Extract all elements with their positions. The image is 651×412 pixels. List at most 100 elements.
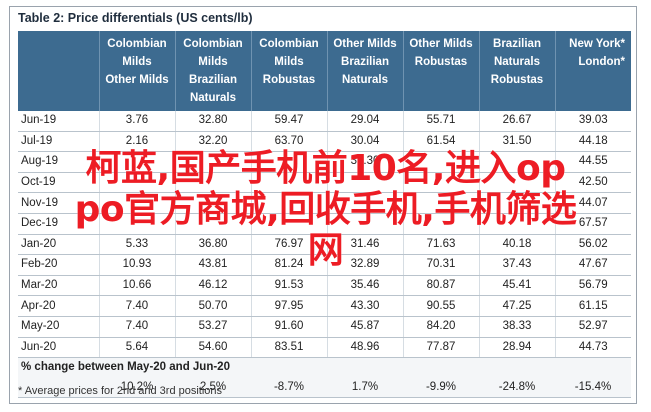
table-cell: 31.46 (326, 234, 403, 256)
table-cell: 38.30 (326, 151, 403, 173)
table-cell: 26.67 (478, 111, 555, 132)
table-cell: 44.18 (554, 131, 631, 153)
table-row: Aug-19 38.30 44.55 (18, 151, 631, 173)
table-cell: 43.81 (174, 254, 251, 276)
table-row: Mar-20 10.66 46.12 91.53 35.46 80.87 45.… (18, 275, 631, 297)
table-cell: 38.33 (478, 316, 555, 338)
table-cell (326, 172, 403, 194)
table-cell (478, 192, 555, 214)
table-cell (174, 151, 251, 173)
table-cell (250, 192, 327, 214)
table-cell: 40.18 (478, 234, 555, 256)
row-label: Jun-20 (18, 337, 99, 359)
table-cell: 71.63 (402, 234, 479, 256)
column-header: Brazilian Naturals Robustas (478, 31, 555, 111)
table-cell: 91.60 (250, 316, 327, 338)
table-cell: 81.24 (250, 254, 327, 276)
table-cell: 32.89 (326, 254, 403, 276)
table-cell: 29.04 (326, 111, 403, 132)
table-row: Jan-20 5.33 36.80 76.97 31.46 71.63 40.1… (18, 234, 631, 256)
table-cell: 48.96 (326, 337, 403, 359)
table-cell: 45.41 (478, 275, 555, 297)
table-cell (402, 213, 479, 235)
table-cell: 70.31 (402, 254, 479, 276)
table-cell: 3.76 (98, 111, 175, 132)
row-label: Oct-19 (18, 172, 99, 194)
table-cell: 55.71 (402, 111, 479, 132)
column-header: Colombian Milds Robustas (250, 31, 327, 111)
table-cell: 63.70 (250, 131, 327, 153)
table-cell: 39.03 (554, 111, 631, 132)
table-cell (250, 172, 327, 194)
table-title: Table 2: Price differentials (US cents/l… (18, 11, 253, 25)
table-row: Feb-20 10.93 43.81 81.24 32.89 70.31 37.… (18, 254, 631, 276)
column-header: Colombian Milds Other Milds (98, 31, 175, 111)
table-cell: 7.40 (98, 316, 175, 338)
table-cell: 67.57 (554, 213, 631, 235)
table-cell (174, 213, 251, 235)
column-header: Other Milds Brazilian Naturals (326, 31, 403, 111)
table-cell: 42.50 (554, 172, 631, 194)
table-cell: 46.12 (174, 275, 251, 297)
table-cell (98, 213, 175, 235)
row-label: Nov-19 (18, 192, 99, 214)
table-cell (98, 192, 175, 214)
price-differentials-table: Colombian Milds Other Milds Colombian Mi… (18, 31, 631, 399)
pct-change-value: -9.9% (403, 377, 479, 399)
table-cell: 44.73 (554, 337, 631, 359)
pct-change-value: 1.7% (327, 377, 403, 399)
row-label: Feb-20 (18, 254, 99, 276)
table-cell: 47.25 (478, 295, 555, 317)
table-cell (402, 172, 479, 194)
table-cell: 52.97 (554, 316, 631, 338)
table-frame: Table 2: Price differentials (US cents/l… (9, 6, 637, 404)
table-cell: 43.30 (326, 295, 403, 317)
table-cell: 84.20 (402, 316, 479, 338)
header-row: Colombian Milds Other Milds Colombian Mi… (18, 31, 631, 111)
table-cell: 54.60 (174, 337, 251, 359)
pct-change-row: 10.2% 2.5% -8.7% 1.7% -9.9% -24.8% -15.4… (18, 377, 631, 399)
pct-change-value: -15.4% (555, 377, 631, 399)
table-cell (250, 151, 327, 173)
table-cell (478, 213, 555, 235)
table-cell: 76.97 (250, 234, 327, 256)
table-cell: 56.79 (554, 275, 631, 297)
table-cell: 59.47 (250, 111, 327, 132)
pct-change-value: 2.5% (175, 377, 251, 399)
table-cell (174, 192, 251, 214)
row-label: Dec-19 (18, 213, 99, 235)
pct-change-label-row: % change between May-20 and Jun-20 (18, 357, 631, 378)
table-cell: 77.87 (402, 337, 479, 359)
table-row: Apr-20 7.40 50.70 97.95 43.30 90.55 47.2… (18, 295, 631, 317)
column-header: Other Milds Robustas (402, 31, 479, 111)
table-cell: 37.43 (478, 254, 555, 276)
table-cell: 7.40 (98, 295, 175, 317)
table-cell: 90.55 (402, 295, 479, 317)
table-row: May-20 7.40 53.27 91.60 45.87 84.20 38.3… (18, 316, 631, 338)
table-row: Oct-19 42.50 (18, 172, 631, 194)
table-cell: 2.16 (98, 131, 175, 153)
pct-change-label: % change between May-20 and Jun-20 (18, 357, 631, 378)
table-cell (478, 151, 555, 173)
table-cell: 32.20 (174, 131, 251, 153)
table-cell: 30.04 (326, 131, 403, 153)
table-row: Nov-19 44.07 (18, 192, 631, 214)
table-cell (402, 192, 479, 214)
table-row: Jun-19 3.76 32.80 59.47 29.04 55.71 26.6… (18, 111, 631, 132)
pct-change-value: 10.2% (99, 377, 175, 399)
table-cell: 56.02 (554, 234, 631, 256)
table-cell (250, 213, 327, 235)
table-cell (326, 213, 403, 235)
row-label: Jan-20 (18, 234, 99, 256)
table-row: Dec-19 67.57 (18, 213, 631, 235)
table-cell: 47.67 (554, 254, 631, 276)
table-cell: 31.50 (478, 131, 555, 153)
table-cell: 35.46 (326, 275, 403, 297)
table-cell: 5.33 (98, 234, 175, 256)
pct-change-value: -8.7% (251, 377, 327, 399)
table-cell: 61.54 (402, 131, 479, 153)
table-cell: 44.07 (554, 192, 631, 214)
header-corner (18, 31, 99, 111)
row-label: Apr-20 (18, 295, 99, 317)
table-cell: 50.70 (174, 295, 251, 317)
